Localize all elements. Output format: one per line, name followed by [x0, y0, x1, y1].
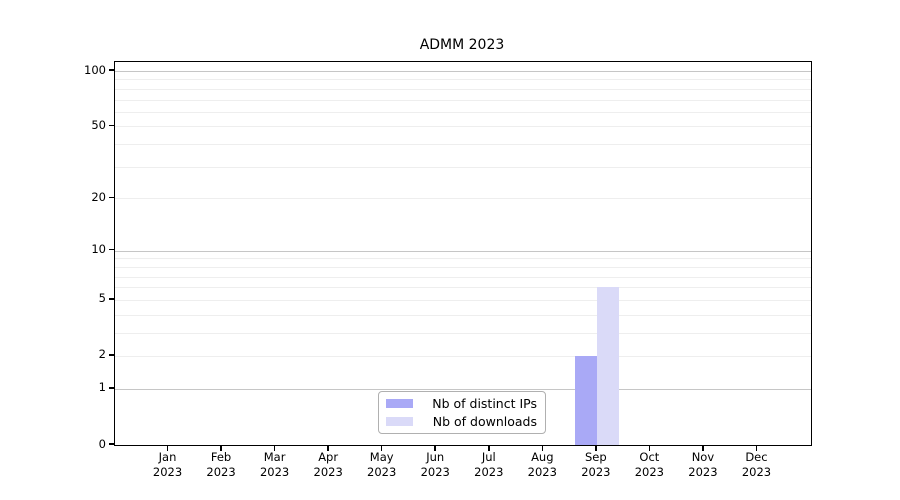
- chart-title: ADMM 2023: [419, 37, 505, 53]
- x-tick-month: Mar: [263, 450, 286, 464]
- x-tick-label: Sep 2023: [568, 450, 624, 480]
- x-tick-label: Jul 2023: [461, 450, 517, 480]
- x-tick-label: Mar 2023: [247, 450, 303, 480]
- major-gridline: [115, 71, 811, 72]
- y-tick-mark: [109, 69, 114, 71]
- minor-gridline: [115, 332, 811, 334]
- y-tick-mark: [109, 196, 114, 199]
- minor-gridline: [115, 287, 811, 289]
- x-tick-month: May: [369, 450, 394, 464]
- legend-item-downloads: Nb of downloads: [386, 414, 537, 429]
- x-tick-label: Apr 2023: [300, 450, 356, 480]
- x-tick-label: Dec 2023: [728, 450, 784, 480]
- x-tick-mark: [327, 445, 329, 451]
- x-tick-year: 2023: [367, 465, 397, 479]
- x-tick-month: Dec: [745, 450, 768, 464]
- x-tick-month: Apr: [318, 450, 339, 464]
- minor-gridline: [115, 166, 811, 168]
- major-gridline: [115, 250, 811, 252]
- y-tick-mark: [109, 387, 114, 389]
- minor-gridline: [115, 99, 811, 101]
- x-tick-mark: [702, 445, 704, 451]
- bar-nb-of-downloads: [596, 287, 619, 445]
- legend-swatch-downloads: [386, 416, 413, 426]
- minor-gridline: [115, 314, 811, 316]
- x-tick-year: 2023: [581, 465, 611, 479]
- x-tick-year: 2023: [420, 465, 450, 479]
- x-tick-mark: [434, 445, 436, 451]
- minor-gridline: [115, 111, 811, 113]
- bar-nb-of-distinct-ips: [574, 356, 597, 445]
- y-tick-mark: [109, 354, 114, 356]
- x-tick-label: May 2023: [354, 450, 410, 480]
- y-tick-label: 50: [91, 117, 106, 132]
- minor-gridline: [115, 356, 811, 357]
- x-tick-month: Sep: [585, 450, 607, 464]
- x-tick-label: Nov 2023: [675, 450, 731, 480]
- minor-gridline: [115, 276, 811, 278]
- y-tick-mark: [109, 443, 114, 445]
- x-tick-year: 2023: [527, 465, 557, 479]
- x-tick-mark: [220, 445, 222, 451]
- y-tick-label: 20: [91, 189, 106, 204]
- y-tick-label: 10: [91, 242, 106, 257]
- minor-gridline: [115, 198, 811, 200]
- x-tick-mark: [595, 445, 597, 451]
- x-tick-month: Jul: [481, 450, 496, 464]
- minor-gridline: [115, 88, 811, 90]
- x-tick-label: Aug 2023: [514, 450, 570, 480]
- minor-gridline: [115, 258, 811, 260]
- minor-gridline: [115, 79, 811, 81]
- legend-swatch-distinct-ips: [386, 399, 413, 409]
- x-tick-month: Nov: [691, 450, 715, 464]
- legend-label-distinct-ips: Nb of distinct IPs: [432, 396, 537, 412]
- major-gridline: [115, 388, 811, 390]
- x-tick-mark: [541, 445, 544, 451]
- x-tick-mark: [166, 445, 169, 451]
- x-tick-mark: [648, 445, 651, 451]
- y-tick-mark: [109, 248, 114, 251]
- x-tick-mark: [380, 445, 383, 451]
- y-tick-label: 5: [98, 291, 106, 306]
- x-tick-year: 2023: [313, 465, 343, 479]
- y-tick-mark: [109, 124, 114, 127]
- y-tick-label: 1: [98, 380, 106, 395]
- y-tick-label: 2: [98, 347, 106, 362]
- x-tick-label: Jun 2023: [407, 450, 463, 480]
- x-tick-label: Feb 2023: [193, 450, 249, 480]
- legend: Nb of distinct IPs Nb of downloads: [378, 391, 546, 434]
- y-tick-label: 100: [84, 62, 106, 77]
- minor-gridline: [115, 266, 811, 268]
- x-tick-year: 2023: [206, 465, 236, 479]
- x-tick-month: Feb: [210, 450, 232, 464]
- x-tick-month: Jun: [426, 450, 445, 464]
- x-tick-label: Jan 2023: [140, 450, 196, 480]
- x-tick-month: Jan: [158, 450, 177, 464]
- legend-item-distinct-ips: Nb of distinct IPs: [386, 396, 537, 411]
- x-tick-mark: [755, 445, 758, 451]
- x-tick-year: 2023: [741, 465, 772, 479]
- x-tick-month: Aug: [531, 450, 554, 464]
- x-tick-year: 2023: [688, 465, 718, 479]
- minor-gridline: [115, 299, 811, 301]
- x-tick-mark: [488, 445, 490, 451]
- legend-label-downloads: Nb of downloads: [432, 413, 537, 429]
- minor-gridline: [115, 144, 811, 146]
- x-tick-year: 2023: [259, 465, 290, 479]
- x-tick-label: Oct 2023: [621, 450, 677, 480]
- x-tick-month: Oct: [639, 450, 660, 464]
- y-tick-label: 0: [98, 436, 106, 451]
- x-tick-mark: [273, 445, 276, 451]
- minor-gridline: [115, 126, 811, 128]
- plot-area: [114, 61, 812, 446]
- x-tick-year: 2023: [634, 465, 665, 479]
- x-tick-year: 2023: [474, 465, 504, 479]
- y-tick-mark: [109, 298, 114, 300]
- x-tick-year: 2023: [152, 465, 183, 479]
